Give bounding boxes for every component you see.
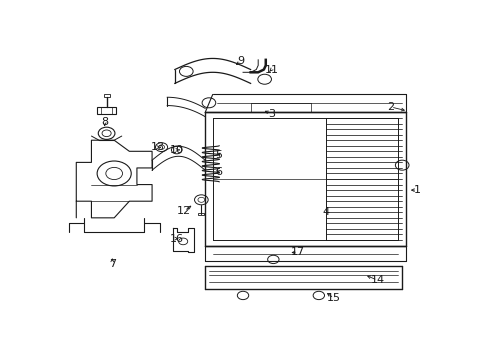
Text: 14: 14 <box>370 275 384 285</box>
Bar <box>198 213 204 215</box>
Text: 6: 6 <box>214 167 222 177</box>
Text: 8: 8 <box>101 117 108 127</box>
Text: 11: 11 <box>264 64 278 75</box>
Text: 13: 13 <box>150 142 164 152</box>
Bar <box>97 107 116 114</box>
Text: 16: 16 <box>169 234 183 244</box>
Text: 1: 1 <box>413 185 420 195</box>
Text: 15: 15 <box>326 293 340 303</box>
Text: 12: 12 <box>177 206 191 216</box>
Text: 7: 7 <box>108 258 116 269</box>
Text: 10: 10 <box>169 145 183 155</box>
Bar <box>103 94 109 97</box>
Text: 5: 5 <box>214 150 222 161</box>
Text: 9: 9 <box>237 56 244 66</box>
Text: 4: 4 <box>322 207 329 217</box>
Text: 3: 3 <box>267 109 274 119</box>
Text: 17: 17 <box>290 247 305 257</box>
Text: 2: 2 <box>386 102 394 112</box>
